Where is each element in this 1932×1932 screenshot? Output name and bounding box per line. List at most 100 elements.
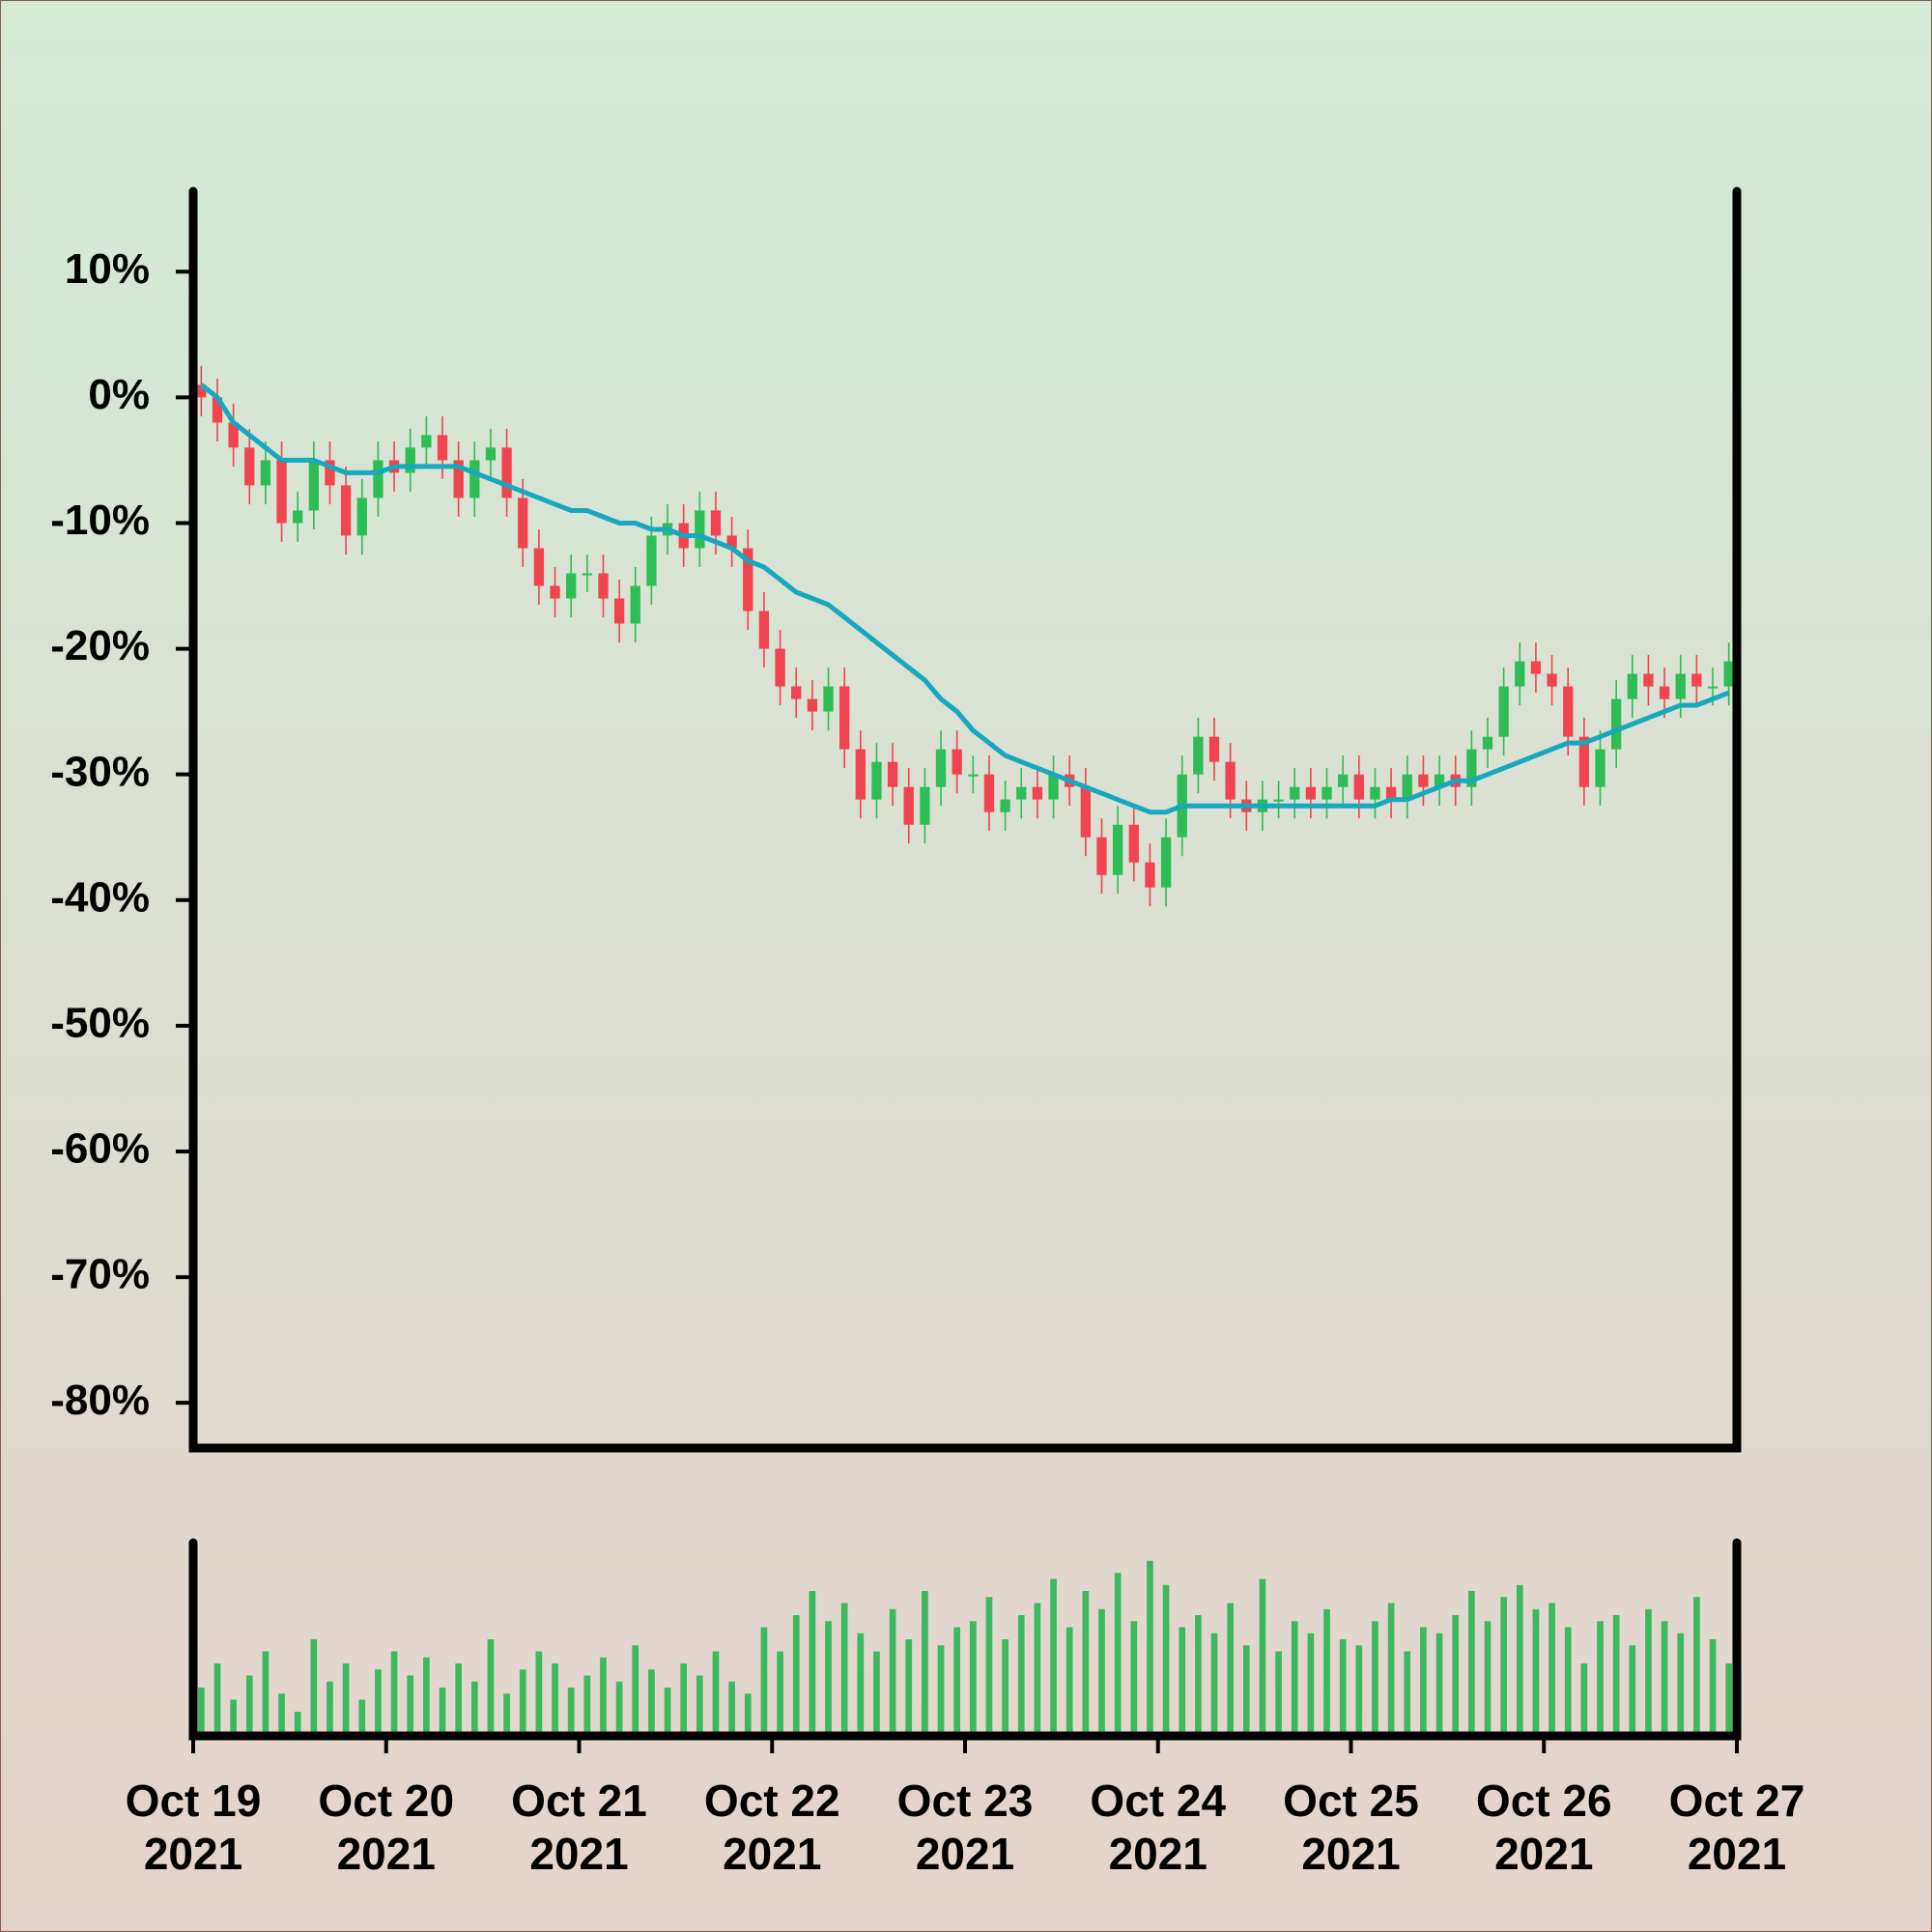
volume-bar (1693, 1597, 1700, 1736)
candle-body (244, 447, 255, 486)
volume-bar (1017, 1615, 1025, 1736)
candle-body (983, 774, 995, 812)
x-tick-label: 2021 (529, 1829, 628, 1879)
candle-body (710, 510, 722, 536)
candle-body (791, 686, 802, 699)
candle-body (1434, 774, 1445, 787)
volume-panel (197, 1560, 1733, 1736)
x-tick-label: Oct 26 (1476, 1776, 1612, 1826)
volume-bar (1162, 1584, 1170, 1736)
volume-bar (1307, 1633, 1315, 1736)
candle-body (485, 447, 497, 461)
candle-body (613, 598, 625, 624)
volume-bar (985, 1597, 993, 1736)
candle-body (1048, 774, 1059, 800)
candle-body (1643, 673, 1654, 687)
candle-body (293, 510, 303, 524)
candle-body (1160, 837, 1172, 888)
volume-bar (439, 1688, 446, 1736)
volume-bar (712, 1651, 720, 1736)
volume-bar (1065, 1627, 1073, 1736)
candle-body (1112, 824, 1123, 875)
volume-bar (245, 1675, 253, 1736)
x-tick-label: 2021 (916, 1829, 1014, 1879)
candle-body (1321, 786, 1332, 800)
x-tick-label: Oct 24 (1090, 1776, 1226, 1826)
volume-bar (1725, 1663, 1733, 1736)
candle-body (1016, 786, 1027, 800)
volume-bar (1179, 1627, 1186, 1736)
volume-bar (1516, 1584, 1523, 1736)
x-tick-label: 2021 (144, 1829, 242, 1879)
candle-body (1515, 661, 1525, 687)
volume-bar (1452, 1615, 1460, 1736)
x-tick-label: 2021 (1688, 1829, 1786, 1879)
candle-body (453, 460, 464, 498)
candle-body (1385, 786, 1397, 800)
candle-body (1000, 799, 1010, 812)
volume-bar (1195, 1615, 1202, 1736)
volume-bar (390, 1651, 398, 1736)
candle-body (920, 786, 930, 825)
y-tick-label: -50% (50, 999, 150, 1046)
volume-bar (1227, 1603, 1234, 1736)
volume-bar (1339, 1639, 1347, 1736)
candle-body (1530, 661, 1542, 674)
y-tick-label: -10% (50, 497, 150, 544)
candle-body (212, 397, 223, 423)
volume-bar (503, 1693, 510, 1736)
volume-bar (1612, 1615, 1620, 1736)
y-tick-label: -30% (50, 748, 150, 795)
candle-body (903, 786, 914, 825)
volume-bar (342, 1663, 350, 1736)
candle-body (421, 435, 432, 448)
candle-body (1418, 774, 1429, 787)
x-tick-label: Oct 27 (1669, 1776, 1805, 1826)
candle-body (533, 548, 545, 586)
candle-body (1498, 686, 1509, 737)
volume-bar (680, 1663, 688, 1736)
candle-body (518, 497, 528, 549)
candle-body (1547, 673, 1557, 687)
labels: 10% 0% -10% -20% -30% -40% -50% -60% -70% -80% Oct… (50, 245, 1804, 1879)
x-tick-label: Oct 25 (1283, 1776, 1419, 1826)
candle-body (1482, 736, 1493, 750)
y-tick-label: -60% (50, 1125, 150, 1173)
candle-body (1691, 673, 1702, 687)
y-tick-label: -70% (50, 1251, 150, 1298)
moving-average (199, 383, 1730, 815)
candle-body (1610, 698, 1622, 750)
candle-body (1225, 761, 1236, 800)
volume-bar (1387, 1603, 1395, 1736)
y-tick-label: 0% (88, 371, 150, 418)
volume-bar (552, 1663, 558, 1736)
candle-body (630, 585, 640, 624)
candle-body (1096, 837, 1107, 875)
volume-bar (969, 1621, 977, 1736)
volume-bar (1404, 1651, 1411, 1736)
volume-bar (825, 1621, 832, 1736)
volume-bar (1147, 1560, 1153, 1736)
price-panel (196, 365, 1734, 907)
volume-bar (696, 1675, 703, 1736)
candle-body (340, 485, 352, 536)
volume-bar (777, 1651, 783, 1736)
volume-bar (1677, 1633, 1685, 1736)
candle-body (838, 686, 850, 750)
candle-body (1338, 774, 1349, 787)
candle-body (1675, 673, 1686, 699)
candle-body (550, 585, 560, 599)
candle-body (325, 460, 335, 486)
volume-bar (1355, 1645, 1363, 1736)
volume-bar (615, 1681, 623, 1736)
candle-body (935, 749, 947, 787)
candle-body (1273, 799, 1284, 802)
volume-bar (1420, 1627, 1427, 1736)
volume-bar (1275, 1651, 1282, 1736)
candle-body (807, 698, 818, 712)
volume-bar (1548, 1603, 1555, 1736)
volume-bar (664, 1688, 671, 1736)
